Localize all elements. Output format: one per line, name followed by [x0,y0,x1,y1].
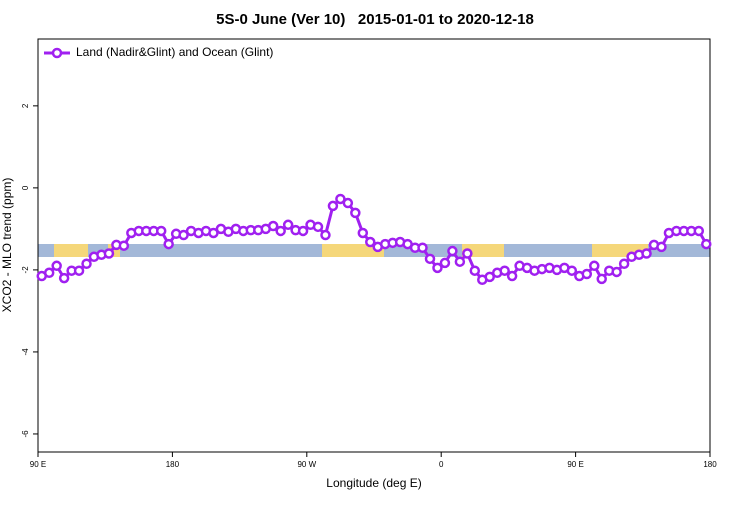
x-tick-label: 0 [439,460,444,469]
y-tick-label: 0 [21,185,30,190]
data-point [693,225,705,237]
data-point [462,248,473,259]
data-point [73,265,85,276]
data-point [357,227,369,239]
data-point [447,245,458,257]
legend-marker [51,47,63,59]
data-point [163,238,174,250]
data-point [656,241,667,253]
data-point [566,265,578,276]
data-point [342,197,354,209]
data-point [327,200,339,212]
data-point [611,266,622,278]
data-point [320,229,331,241]
data-point [103,248,115,259]
data-point [581,268,593,280]
data-point [335,193,346,205]
data-point [701,238,712,250]
y-tick-label: -2 [21,266,30,274]
data-point [178,229,189,241]
data-point [454,256,466,267]
y-axis-label: XCO2 - MLO trend (ppm) [0,178,14,313]
data-point [282,219,294,231]
data-point [51,260,62,272]
data-point [641,248,652,259]
legend-label: Land (Nadir&Glint) and Ocean (Glint) [76,45,273,59]
data-point [155,225,167,237]
x-tick-label: 180 [703,460,717,469]
chart-title: 5S-0 June (Ver 10) 2015-01-01 to 2020-12… [216,11,534,28]
data-point [350,207,361,219]
data-point [267,220,279,232]
data-point [365,236,376,248]
data-point [506,270,518,282]
x-tick-label: 90 E [567,460,583,469]
data-point [81,258,92,270]
x-tick-label: 180 [166,460,180,469]
data-point [424,253,436,265]
data-point [596,273,607,285]
data-point [417,242,428,254]
y-tick-label: -6 [21,430,30,438]
data-point [312,221,324,233]
data-point [499,265,510,276]
data-point [118,240,130,251]
data-point [589,260,600,272]
data-point [208,227,219,239]
y-tick-label: 2 [21,103,30,108]
data-point [275,225,286,237]
y-tick-label: -4 [21,348,30,356]
x-tick-label: 90 E [30,460,46,469]
data-point [58,272,70,284]
data-point [297,225,309,237]
data-point [469,265,481,276]
x-axis-label: Longitude (deg E) [326,476,421,490]
data-point [484,271,495,283]
data-point [432,262,443,274]
data-point [43,267,55,279]
data-point [439,257,451,269]
x-tick-label: 90 W [297,460,316,469]
data-point [618,258,630,270]
